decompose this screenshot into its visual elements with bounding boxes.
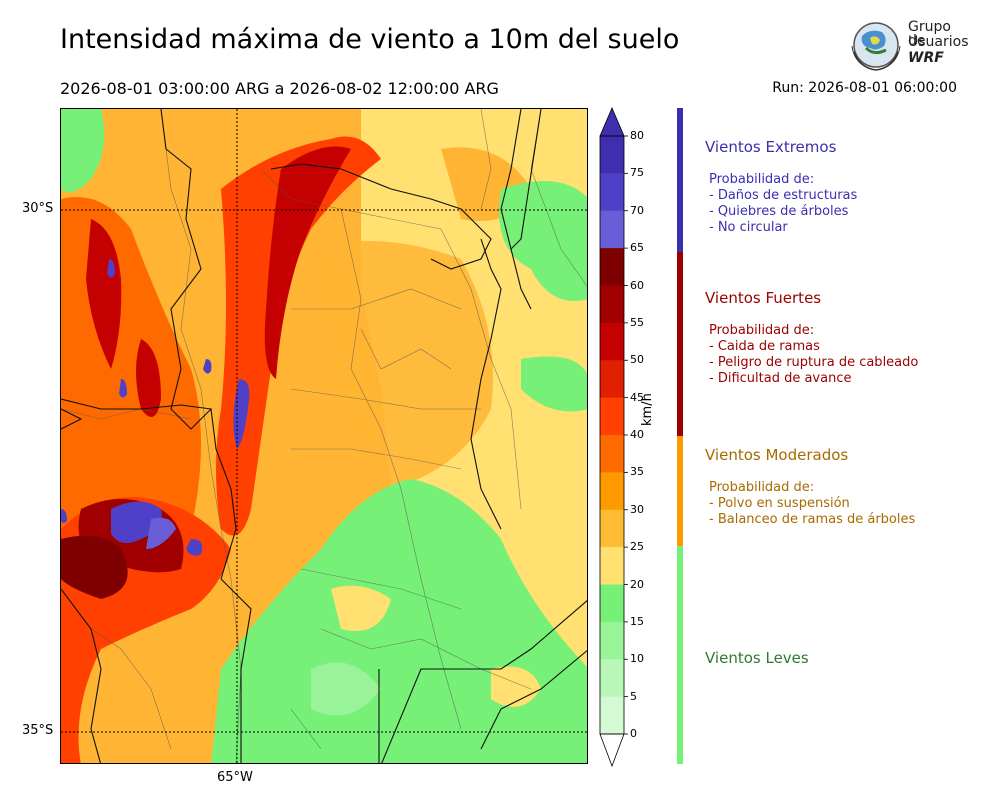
desc-line: - Dificultad de avance xyxy=(709,371,852,386)
forecast-period: 2026-08-01 03:00:00 ARG a 2026-08-02 12:… xyxy=(60,79,499,98)
category-title-extremos: Vientos Extremos xyxy=(705,138,837,156)
colorbar-segment xyxy=(600,173,624,212)
colorbar-segment xyxy=(600,584,624,623)
colorbar-tick-label: 60 xyxy=(630,278,644,292)
colorbar xyxy=(599,106,628,768)
desc-line: Probabilidad de: xyxy=(709,172,815,187)
colorbar-tick-label: 35 xyxy=(630,465,644,479)
colorbar-segment xyxy=(600,472,624,511)
colorbar-segment xyxy=(600,322,624,361)
colorbar-tick-label: 80 xyxy=(630,129,644,142)
lat-label-30s: 30°S xyxy=(22,201,54,216)
page-title: Intensidad máxima de viento a 10m del su… xyxy=(60,24,680,55)
colorbar-tick-label: 70 xyxy=(630,203,644,217)
wind-field xyxy=(61,109,587,763)
desc-line: - Quiebres de árboles xyxy=(709,204,849,219)
desc-line: - Polvo en suspensión xyxy=(709,496,850,511)
category-desc-moderados: Probabilidad de: - Polvo en suspensión -… xyxy=(709,480,915,528)
desc-line: - Daños de estructuras xyxy=(709,188,858,203)
bar-moderados xyxy=(677,436,683,546)
category-title-fuertes: Vientos Fuertes xyxy=(705,289,822,307)
colorbar-segment xyxy=(600,509,624,548)
globe-icon xyxy=(851,22,901,71)
run-time: Run: 2026-08-01 06:00:00 xyxy=(772,80,957,96)
wind-map xyxy=(60,108,588,764)
bar-leves xyxy=(677,546,683,764)
desc-line: Probabilidad de: xyxy=(709,323,815,338)
colorbar-tick-label: 30 xyxy=(630,502,644,516)
desc-line: - Caida de ramas xyxy=(709,339,820,354)
colorbar-segment xyxy=(600,435,624,473)
lon-label-65w: 65°W xyxy=(217,770,253,785)
colorbar-segment xyxy=(600,360,624,399)
lat-label-35s: 35°S xyxy=(22,723,54,738)
colorbar-segment xyxy=(600,285,624,324)
colorbar-tick-label: 5 xyxy=(630,689,637,703)
colorbar-tick-label: 50 xyxy=(630,353,644,367)
logo-line-2: Usuarios xyxy=(908,34,969,50)
wrf-group-logo: Grupo de Usuarios WRF xyxy=(848,18,969,72)
category-desc-fuertes: Probabilidad de: - Caida de ramas - Peli… xyxy=(709,323,918,387)
colorbar-segment xyxy=(600,248,624,286)
colorbar-tick-label: 40 xyxy=(630,428,644,441)
colorbar-tick-label: 20 xyxy=(630,577,644,591)
colorbar-segment xyxy=(600,696,624,735)
bar-fuertes xyxy=(677,252,683,436)
category-title-moderados: Vientos Moderados xyxy=(705,446,849,464)
category-desc-extremos: Probabilidad de: - Daños de estructuras … xyxy=(709,172,857,236)
colorbar-tick-label: 10 xyxy=(630,652,644,666)
desc-line: - Balanceo de ramas de árboles xyxy=(709,512,916,527)
colorbar-tick-label: 45 xyxy=(630,390,644,404)
desc-line: Probabilidad de: xyxy=(709,480,815,495)
colorbar-tick-label: 25 xyxy=(630,540,644,554)
desc-line: - No circular xyxy=(709,220,788,235)
logo-line-1: Grupo de xyxy=(908,19,951,49)
category-title-leves: Vientos Leves xyxy=(705,649,809,667)
category-bars xyxy=(677,108,683,764)
colorbar-top-extension xyxy=(599,106,625,137)
colorbar-tick-label: 75 xyxy=(630,166,644,180)
colorbar-segment xyxy=(600,547,624,585)
colorbar-unit: km/h xyxy=(640,393,655,426)
logo-line-3: WRF xyxy=(908,50,944,66)
colorbar-tick-label: 55 xyxy=(630,315,644,329)
colorbar-segment xyxy=(600,136,624,174)
colorbar-segment xyxy=(600,397,624,436)
colorbar-segment xyxy=(600,621,624,660)
bar-extremos xyxy=(677,108,683,252)
colorbar-segment xyxy=(600,210,624,249)
colorbar-tick-label: 0 xyxy=(630,727,637,740)
desc-line: - Peligro de ruptura de cableado xyxy=(709,355,919,370)
colorbar-bottom-extension xyxy=(599,733,625,768)
colorbar-tick-label: 15 xyxy=(630,614,644,628)
colorbar-tick-label: 65 xyxy=(630,241,644,255)
colorbar-segment xyxy=(600,659,624,698)
